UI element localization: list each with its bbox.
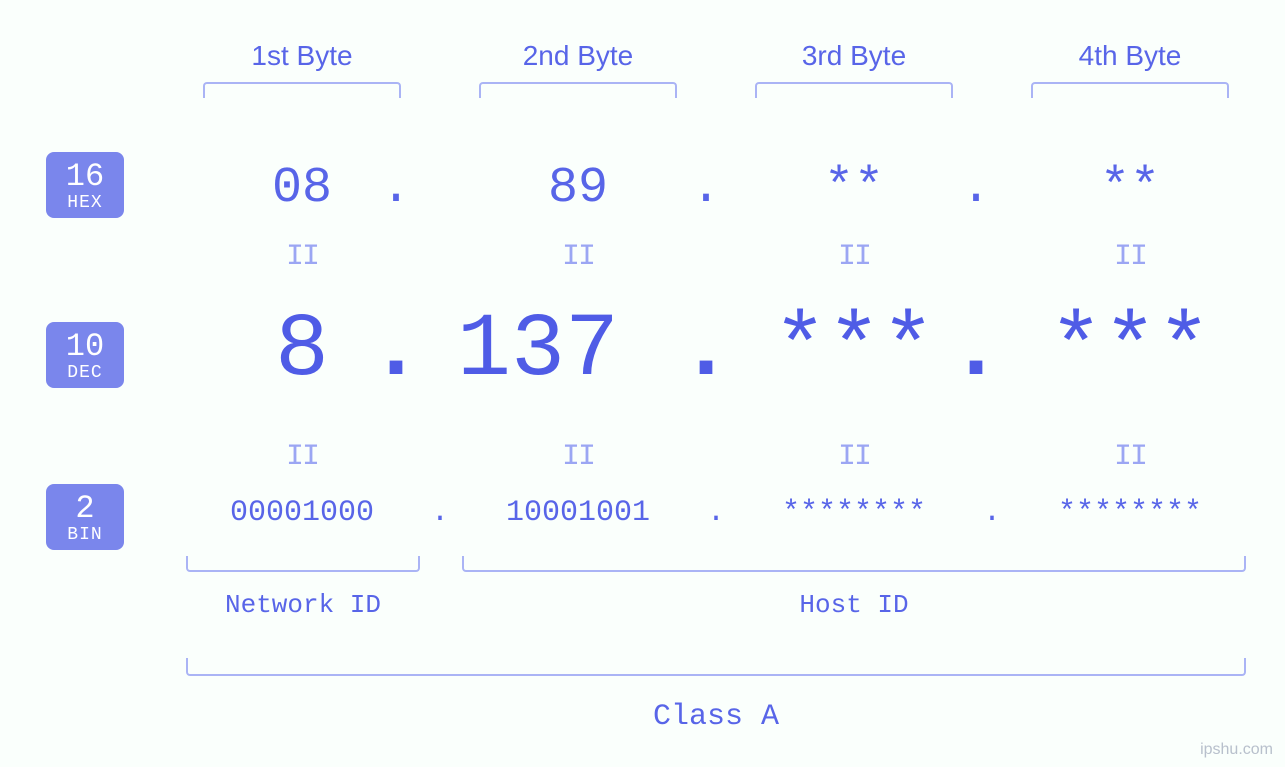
hex-byte-4: ** xyxy=(1100,160,1160,217)
equals-2-1: II xyxy=(286,440,318,474)
top-bracket-1 xyxy=(203,82,401,98)
label-class: Class A xyxy=(653,700,779,734)
equals-2-4: II xyxy=(1114,440,1146,474)
hex-byte-3: ** xyxy=(824,160,884,217)
label-network-id: Network ID xyxy=(225,590,381,620)
equals-1-4: II xyxy=(1114,240,1146,274)
bin-byte-2: 10001001 xyxy=(506,496,650,530)
bracket-network xyxy=(186,556,420,572)
badge-dec-txt: DEC xyxy=(46,364,124,383)
watermark: ipshu.com xyxy=(1200,741,1273,759)
dec-dot-3: . xyxy=(949,300,1003,402)
bin-dot-3: . xyxy=(983,496,1001,530)
byte-label-3: 3rd Byte xyxy=(802,40,906,72)
bin-dot-1: . xyxy=(431,496,449,530)
equals-1-2: II xyxy=(562,240,594,274)
top-bracket-2 xyxy=(479,82,677,98)
ip-diagram: 16 HEX 10 DEC 2 BIN 1st Byte 2nd Byte 3r… xyxy=(0,0,1285,767)
bin-dot-2: . xyxy=(707,496,725,530)
byte-label-4: 4th Byte xyxy=(1079,40,1182,72)
dec-byte-2: 137 xyxy=(457,300,619,402)
hex-dot-3: . xyxy=(961,160,991,217)
bin-byte-1: 00001000 xyxy=(230,496,374,530)
byte-label-2: 2nd Byte xyxy=(523,40,634,72)
bin-byte-4: ******** xyxy=(1058,496,1202,530)
label-host-id: Host ID xyxy=(799,590,908,620)
equals-2-3: II xyxy=(838,440,870,474)
top-bracket-3 xyxy=(755,82,953,98)
hex-dot-2: . xyxy=(691,160,721,217)
dec-byte-1: 8 xyxy=(275,300,329,402)
dec-byte-3: *** xyxy=(773,300,935,402)
badge-bin-txt: BIN xyxy=(46,526,124,545)
badge-hex-num: 16 xyxy=(46,160,124,194)
dec-dot-2: . xyxy=(679,300,733,402)
badge-hex: 16 HEX xyxy=(46,152,124,218)
badge-hex-txt: HEX xyxy=(46,194,124,213)
equals-1-3: II xyxy=(838,240,870,274)
equals-1-1: II xyxy=(286,240,318,274)
dec-dot-1: . xyxy=(369,300,423,402)
byte-label-1: 1st Byte xyxy=(251,40,352,72)
badge-bin: 2 BIN xyxy=(46,484,124,550)
badge-dec: 10 DEC xyxy=(46,322,124,388)
hex-dot-1: . xyxy=(381,160,411,217)
equals-2-2: II xyxy=(562,440,594,474)
hex-byte-2: 89 xyxy=(548,160,608,217)
badge-bin-num: 2 xyxy=(46,492,124,526)
bin-byte-3: ******** xyxy=(782,496,926,530)
dec-byte-4: *** xyxy=(1049,300,1211,402)
bracket-host xyxy=(462,556,1246,572)
hex-byte-1: 08 xyxy=(272,160,332,217)
bracket-class xyxy=(186,658,1246,676)
top-bracket-4 xyxy=(1031,82,1229,98)
badge-dec-num: 10 xyxy=(46,330,124,364)
